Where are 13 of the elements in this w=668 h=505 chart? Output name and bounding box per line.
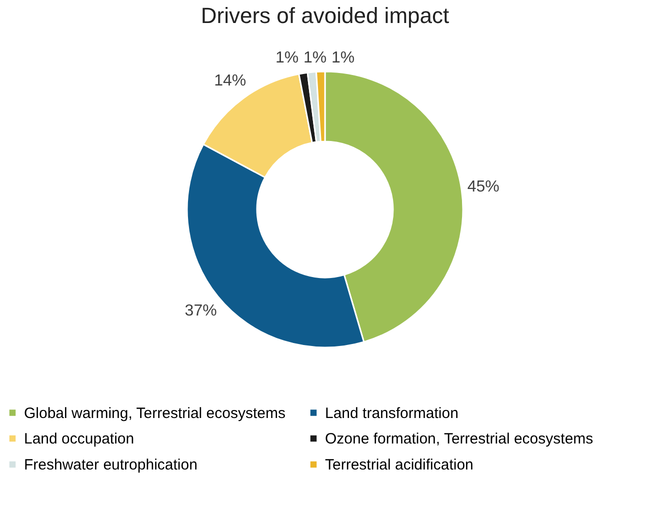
data-label: 37% <box>184 302 217 320</box>
chart-title: Drivers of avoided impact <box>200 3 450 28</box>
data-label: 1% <box>275 50 299 66</box>
legend-label: Freshwater eutrophication <box>24 456 198 474</box>
data-label: 14% <box>214 72 246 90</box>
legend-label: Terrestrial acidification <box>325 456 474 474</box>
legend-label: Ozone formation, Terrestrial ecosystems <box>325 430 594 448</box>
data-label: 1% <box>331 50 355 66</box>
legend-label: Land transformation <box>325 404 458 422</box>
legend-label: Global warming, Terrestrial ecosystems <box>24 404 286 422</box>
legend-label: Land occupation <box>24 430 134 448</box>
data-label: 45% <box>467 178 500 196</box>
data-label: 1% <box>303 50 327 66</box>
